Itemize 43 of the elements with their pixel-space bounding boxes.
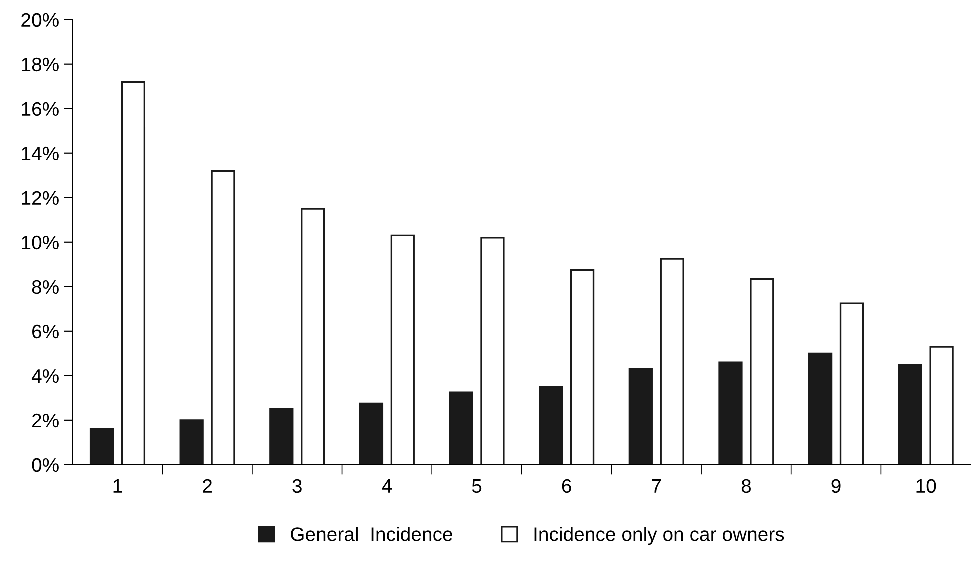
bar [390,234,415,465]
bar [628,368,653,465]
x-tick-label: 9 [832,479,841,494]
y-tick-label: 18% [22,58,59,72]
y-tick-label: 0% [32,458,59,472]
bar [90,428,114,465]
bar [539,386,564,465]
y-tick-label: 16% [22,102,59,116]
bar [359,402,384,465]
y-tick-label: 4% [32,369,59,384]
bar [480,237,505,465]
x-tick-label: 7 [652,480,662,493]
x-tick-label: 5 [472,480,482,494]
x-tick-label: 8 [742,479,752,494]
bar [898,364,922,465]
bar [180,420,204,465]
x-tick-label: 4 [382,480,392,493]
x-tick-label: 6 [562,479,572,494]
legend-label: Incidence only on car owners [534,527,784,546]
x-tick-label: 2 [203,479,212,493]
x-tick-label: 3 [292,479,302,494]
bar [930,346,954,465]
bar [570,269,595,465]
bar [301,208,326,465]
bar [270,408,294,465]
bar [750,278,774,465]
y-tick-label: 2% [32,414,59,428]
y-tick-label: 20% [22,13,59,28]
x-tick-label: 1 [114,480,122,493]
y-tick-label: 10% [22,236,59,250]
y-tick-label: 8% [32,280,59,294]
bar [840,302,864,465]
bar [449,392,474,465]
bar [808,352,833,465]
x-tick-label: 10 [916,479,936,494]
bar [718,362,743,465]
bar [121,81,146,465]
y-tick-label: 6% [32,324,59,339]
legend-label: General Incidence [291,527,452,542]
y-tick-label: 14% [22,146,59,161]
bar [660,258,684,465]
y-tick-label: 12% [22,191,59,206]
bar [211,170,236,465]
